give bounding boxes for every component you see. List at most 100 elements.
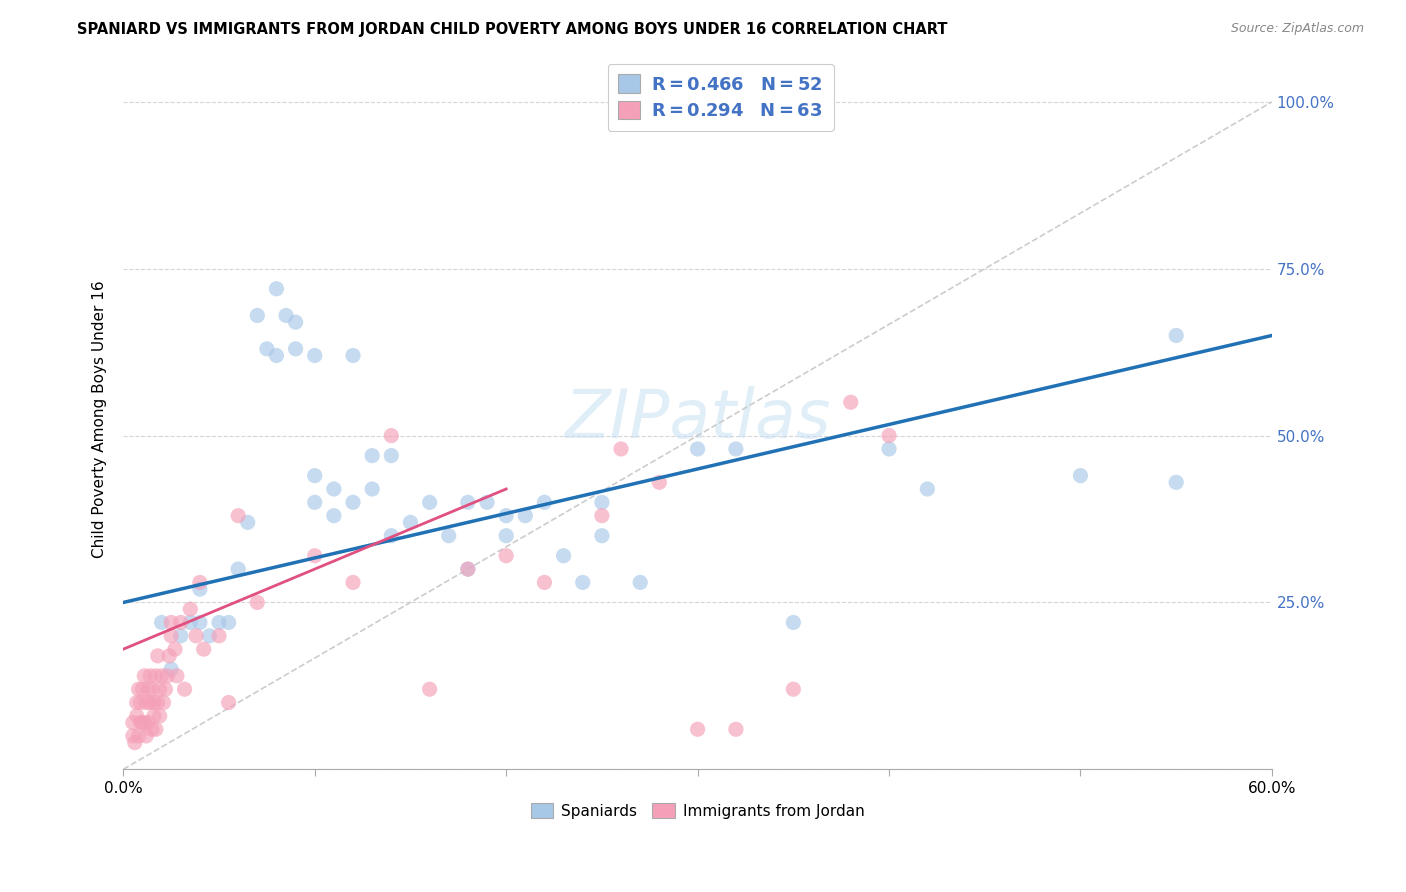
Point [457, 495, 479, 509]
Point [782, 615, 804, 630]
Point [256, 342, 278, 356]
Point [266, 349, 288, 363]
Point [149, 709, 172, 723]
Point [184, 629, 207, 643]
Point [156, 669, 179, 683]
Point [361, 449, 384, 463]
Point [136, 715, 159, 730]
Point [193, 642, 215, 657]
Point [495, 549, 517, 563]
Point [157, 648, 180, 663]
Point [160, 615, 183, 630]
Point [380, 428, 402, 442]
Point [131, 682, 153, 697]
Point [218, 615, 240, 630]
Point [322, 508, 344, 523]
Point [142, 709, 165, 723]
Point [179, 602, 201, 616]
Point [533, 495, 555, 509]
Point [128, 682, 150, 697]
Point [150, 669, 173, 683]
Point [236, 516, 259, 530]
Point [648, 475, 671, 490]
Point [131, 715, 153, 730]
Point [724, 442, 747, 456]
Point [1166, 475, 1188, 490]
Text: ZIPatlas: ZIPatlas [564, 386, 831, 452]
Point [304, 549, 326, 563]
Point [284, 315, 307, 329]
Point [437, 529, 460, 543]
Point [141, 682, 163, 697]
Point [134, 715, 156, 730]
Point [877, 428, 900, 442]
Point [475, 495, 498, 509]
Point [128, 729, 150, 743]
Point [160, 662, 183, 676]
Y-axis label: Child Poverty Among Boys Under 16: Child Poverty Among Boys Under 16 [93, 280, 107, 558]
Point [226, 562, 249, 576]
Point [304, 495, 326, 509]
Point [208, 629, 231, 643]
Point [246, 595, 269, 609]
Point [342, 349, 364, 363]
Point [188, 615, 211, 630]
Point [571, 575, 593, 590]
Point [591, 508, 613, 523]
Text: SPANIARD VS IMMIGRANTS FROM JORDAN CHILD POVERTY AMONG BOYS UNDER 16 CORRELATION: SPANIARD VS IMMIGRANTS FROM JORDAN CHILD… [77, 22, 948, 37]
Point [304, 468, 326, 483]
Point [160, 629, 183, 643]
Point [1166, 328, 1188, 343]
Point [686, 723, 709, 737]
Point [134, 669, 156, 683]
Point [399, 516, 422, 530]
Point [139, 696, 162, 710]
Point [322, 482, 344, 496]
Point [125, 709, 148, 723]
Point [610, 442, 633, 456]
Point [380, 449, 402, 463]
Point [170, 629, 193, 643]
Legend: Spaniards, Immigrants from Jordan: Spaniards, Immigrants from Jordan [524, 797, 870, 825]
Point [173, 682, 195, 697]
Text: Source: ZipAtlas.com: Source: ZipAtlas.com [1230, 22, 1364, 36]
Point [124, 736, 146, 750]
Point [877, 442, 900, 456]
Point [166, 669, 188, 683]
Point [139, 669, 162, 683]
Point [591, 529, 613, 543]
Point [266, 282, 288, 296]
Point [342, 575, 364, 590]
Point [686, 442, 709, 456]
Point [515, 508, 537, 523]
Point [553, 549, 575, 563]
Point [188, 575, 211, 590]
Point [146, 648, 169, 663]
Point [170, 615, 193, 630]
Point [724, 723, 747, 737]
Point [149, 682, 172, 697]
Point [284, 342, 307, 356]
Point [145, 723, 167, 737]
Point [163, 642, 186, 657]
Point [208, 615, 231, 630]
Point [226, 508, 249, 523]
Point [150, 615, 173, 630]
Point [495, 508, 517, 523]
Point [591, 495, 613, 509]
Point [917, 482, 939, 496]
Point [125, 696, 148, 710]
Point [135, 729, 157, 743]
Point [122, 729, 145, 743]
Point [628, 575, 651, 590]
Point [361, 482, 384, 496]
Point [1069, 468, 1091, 483]
Point [142, 696, 165, 710]
Point [457, 562, 479, 576]
Point [152, 696, 174, 710]
Point [380, 529, 402, 543]
Point [839, 395, 862, 409]
Point [188, 582, 211, 596]
Point [136, 682, 159, 697]
Point [129, 715, 152, 730]
